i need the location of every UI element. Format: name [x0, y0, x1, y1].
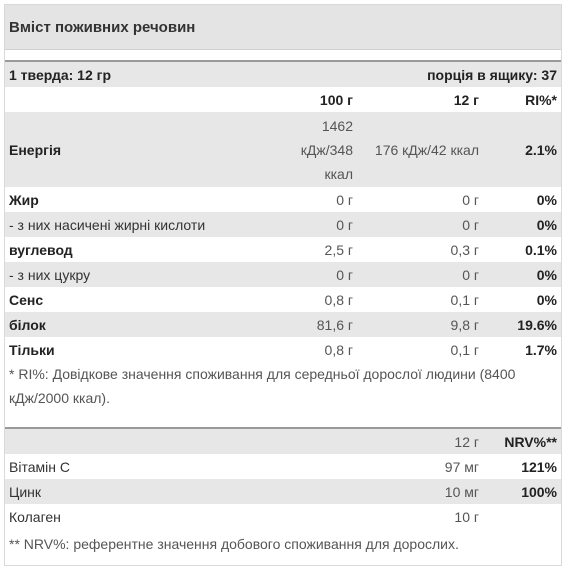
- vitamin-label: Цинк: [5, 479, 393, 504]
- nutrient-label: - з них насичені жирні кислоти: [5, 212, 273, 237]
- vitamins-header-row: 12 г NRV%**: [5, 429, 561, 454]
- nutrient-per12: 0 г: [357, 212, 483, 237]
- vitamin-amount: 10 г: [454, 508, 479, 525]
- vitamin-row: Цинк 10 мг 100%: [5, 479, 561, 504]
- nutrient-row: Тільки 0,8 г 0,1 г 1.7%: [5, 337, 561, 362]
- nutrient-per100: 0,8 г: [324, 341, 353, 358]
- nutrient-ri: 0%: [536, 191, 557, 208]
- nutrient-label: Жир: [9, 191, 39, 208]
- nutrient-label: - з них цукру: [5, 262, 273, 287]
- nutrient-per100: 2,5 г: [324, 241, 353, 258]
- nrv-footnote: ** NRV%: референтне значення добового сп…: [9, 536, 459, 552]
- nutrient-per12: 9,8 г: [357, 312, 483, 337]
- energy-per12: 176 кДж/42 ккал: [357, 112, 483, 187]
- nutrient-per12: 0 г: [462, 191, 479, 208]
- nutrient-row: - з них насичені жирні кислоти 0 г 0 г 0…: [5, 212, 561, 237]
- nutrient-ri: 1.7%: [525, 341, 557, 358]
- header-per100: 100 г: [319, 91, 353, 108]
- nutrient-row: Жир 0 г 0 г 0%: [5, 187, 561, 212]
- nutrient-per100: 81,6 г: [273, 312, 357, 337]
- nutrient-ri: 0%: [483, 212, 561, 237]
- nutrient-per100: 0,8 г: [324, 291, 353, 308]
- energy-ri: 2.1%: [483, 112, 561, 187]
- vitamin-label: Колаген: [9, 508, 61, 525]
- nutrient-row: Сенс 0,8 г 0,1 г 0%: [5, 287, 561, 312]
- header-ri: RI%*: [525, 91, 557, 108]
- vitamin-row: Колаген 10 г: [5, 504, 561, 529]
- vitamin-row: Вітамін С 97 мг 121%: [5, 454, 561, 479]
- nutrient-label: Тільки: [9, 341, 55, 358]
- nutrient-ri: 19.6%: [483, 312, 561, 337]
- nutrition-panel: Вміст поживних речовин 1 тверда: 12 гр п…: [4, 4, 562, 566]
- nutrient-ri: 0.1%: [525, 241, 557, 258]
- nutrient-row: - з них цукру 0 г 0 г 0%: [5, 262, 561, 287]
- nutrient-ri: 0%: [536, 291, 557, 308]
- nutrient-label: білок: [5, 312, 273, 337]
- nutrient-per12: 0,1 г: [450, 291, 479, 308]
- panel-title: Вміст поживних речовин: [5, 5, 561, 50]
- header-nrv: NRV%**: [483, 429, 561, 454]
- nutrient-per100: 0 г: [273, 262, 357, 287]
- vitamins-table: 12 г NRV%** Вітамін С 97 мг 121% Цинк 10…: [5, 429, 561, 529]
- vitamin-amount: 97 мг: [444, 458, 479, 475]
- serving-row: 1 тверда: 12 гр порція в ящику: 37: [5, 62, 561, 87]
- header-amount: 12 г: [393, 429, 483, 454]
- nutrient-per12: 0,3 г: [450, 241, 479, 258]
- vitamin-amount: 10 мг: [393, 479, 483, 504]
- nutrient-label: Сенс: [9, 291, 44, 308]
- header-row: 100 г 12 г RI%*: [5, 87, 561, 112]
- nutrition-table: 1 тверда: 12 гр порція в ящику: 37 100 г…: [5, 62, 561, 362]
- serving-label: 1 тверда: 12 гр: [5, 62, 273, 87]
- nutrient-per12: 0,1 г: [450, 341, 479, 358]
- vitamin-nrv: 100%: [483, 479, 561, 504]
- nutrient-per100: 0 г: [336, 191, 353, 208]
- header-per12: 12 г: [453, 91, 479, 108]
- nutrient-label: вуглевод: [9, 241, 73, 258]
- energy-per100: 1462 кДж/348 ккал: [273, 112, 357, 187]
- ri-footnote: * RI%: Довідкове значення споживання для…: [9, 366, 516, 406]
- vitamin-label: Вітамін С: [9, 458, 70, 475]
- nutrient-per100: 0 г: [273, 212, 357, 237]
- nutrient-ri: 0%: [483, 262, 561, 287]
- vitamin-nrv: [483, 504, 561, 529]
- nutrient-row: білок 81,6 г 9,8 г 19.6%: [5, 312, 561, 337]
- nutrient-per12: 0 г: [357, 262, 483, 287]
- divider: [5, 60, 561, 62]
- divider: [5, 427, 561, 429]
- vitamin-nrv: 121%: [521, 458, 557, 475]
- energy-row: Енергія 1462 кДж/348 ккал 176 кДж/42 кка…: [5, 112, 561, 187]
- nutrient-row: вуглевод 2,5 г 0,3 г 0.1%: [5, 237, 561, 262]
- energy-label: Енергія: [5, 112, 273, 187]
- servings-per-box: порція в ящику: 37: [357, 62, 561, 87]
